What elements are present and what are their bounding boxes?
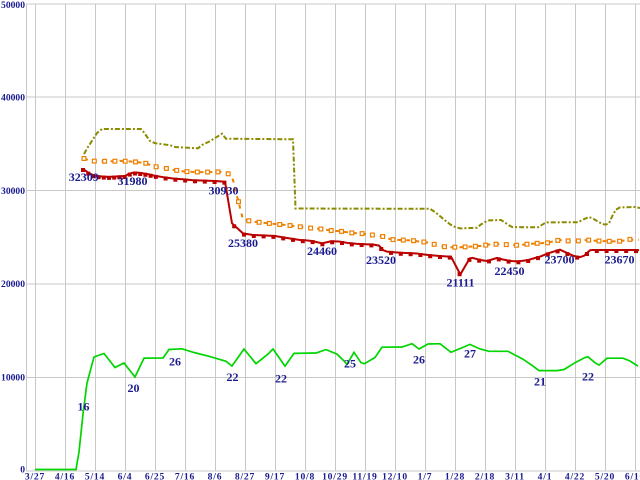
- svg-text:3/27: 3/27: [25, 472, 45, 480]
- svg-text:1/7: 1/7: [418, 472, 433, 480]
- svg-text:20000: 20000: [1, 279, 25, 290]
- svg-text:21: 21: [534, 375, 546, 389]
- svg-text:6/25: 6/25: [145, 472, 165, 480]
- svg-text:7/16: 7/16: [175, 472, 195, 480]
- svg-text:9/17: 9/17: [265, 472, 285, 480]
- svg-text:40000: 40000: [1, 92, 25, 103]
- svg-text:10000: 10000: [1, 373, 25, 384]
- svg-text:11/19: 11/19: [352, 472, 377, 480]
- svg-text:25: 25: [344, 357, 356, 371]
- svg-text:31980: 31980: [118, 174, 148, 188]
- svg-text:20: 20: [128, 381, 140, 395]
- svg-text:10/29: 10/29: [322, 472, 348, 480]
- svg-text:23520: 23520: [366, 253, 396, 267]
- svg-text:6/10: 6/10: [625, 472, 640, 480]
- svg-text:22450: 22450: [495, 264, 525, 278]
- svg-text:22: 22: [582, 370, 594, 384]
- svg-text:22: 22: [227, 370, 239, 384]
- svg-text:5/14: 5/14: [85, 472, 105, 480]
- svg-text:23670: 23670: [605, 253, 635, 267]
- svg-text:0: 0: [20, 465, 25, 476]
- svg-text:6/4: 6/4: [118, 472, 133, 480]
- svg-text:16: 16: [78, 400, 90, 414]
- svg-text:27: 27: [464, 347, 476, 361]
- svg-text:26: 26: [413, 353, 425, 367]
- svg-text:8/27: 8/27: [235, 472, 255, 480]
- svg-text:25380: 25380: [228, 236, 258, 250]
- svg-text:1/28: 1/28: [445, 472, 465, 480]
- svg-text:26: 26: [169, 355, 181, 369]
- svg-text:21111: 21111: [446, 276, 474, 290]
- svg-text:32309: 32309: [69, 170, 99, 184]
- svg-text:22: 22: [275, 372, 287, 386]
- svg-text:23700: 23700: [545, 253, 575, 267]
- svg-text:3/11: 3/11: [505, 472, 525, 480]
- svg-text:50000: 50000: [1, 0, 25, 11]
- svg-text:8/6: 8/6: [208, 472, 223, 480]
- svg-text:4/22: 4/22: [565, 472, 585, 480]
- svg-text:24460: 24460: [307, 244, 337, 258]
- svg-text:10/8: 10/8: [295, 472, 315, 480]
- svg-text:30000: 30000: [1, 186, 25, 197]
- svg-text:4/1: 4/1: [538, 472, 553, 480]
- svg-text:12/10: 12/10: [382, 472, 408, 480]
- svg-text:4/16: 4/16: [55, 472, 75, 480]
- svg-text:30930: 30930: [209, 184, 239, 198]
- svg-text:5/20: 5/20: [595, 472, 615, 480]
- svg-text:2/18: 2/18: [475, 472, 495, 480]
